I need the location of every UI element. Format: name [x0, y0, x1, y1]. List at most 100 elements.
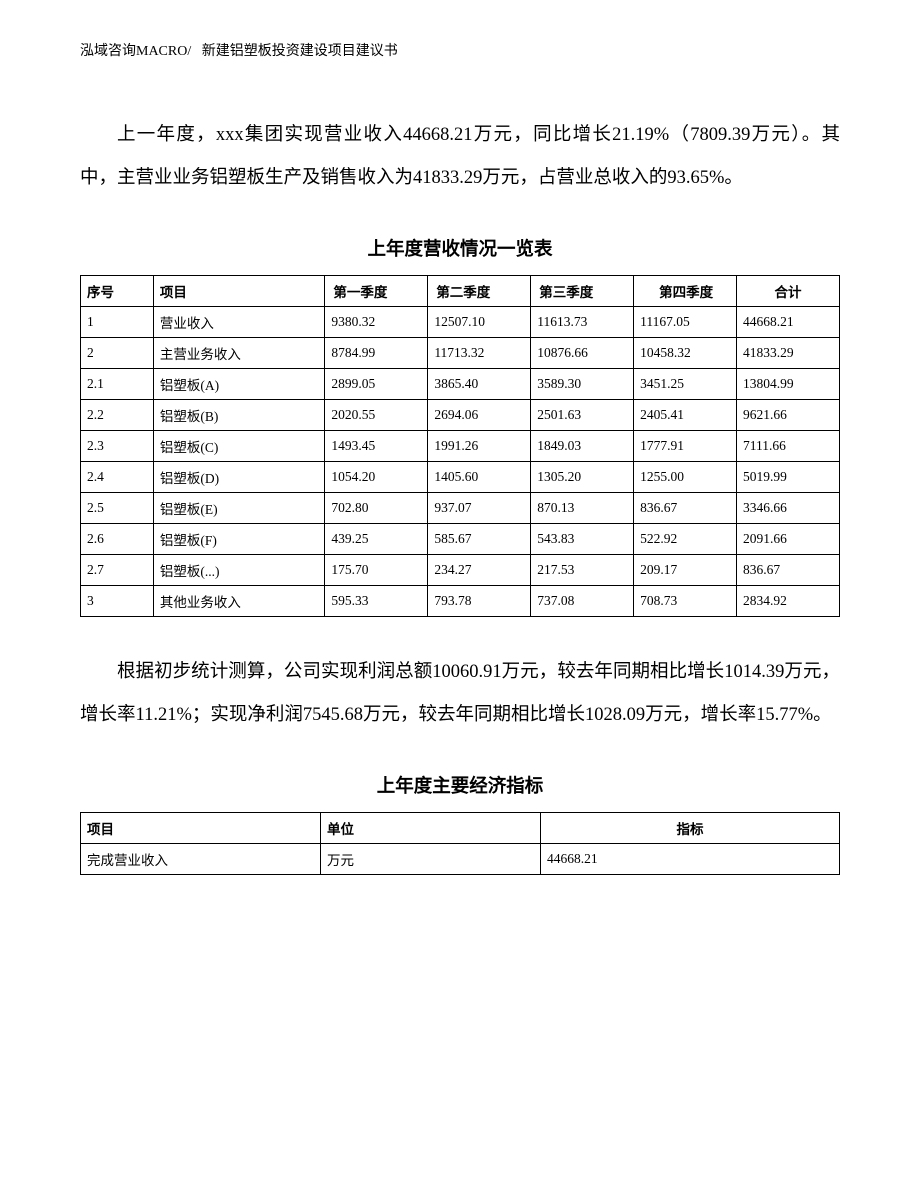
table-cell: 836.67 [737, 555, 840, 586]
header-doc-title: 新建铝塑板投资建设项目建议书 [202, 44, 398, 59]
table-cell: 5019.99 [737, 462, 840, 493]
indicator-table: 项目 单位 指标 完成营业收入万元44668.21 [80, 812, 840, 875]
table-cell: 2.1 [81, 369, 154, 400]
paragraph-1: 上一年度，xxx集团实现营业收入44668.21万元，同比增长21.19%（78… [80, 114, 840, 199]
table-cell: 793.78 [428, 586, 531, 617]
col-unit: 单位 [321, 813, 541, 844]
table-row: 2.6铝塑板(F)439.25585.67543.83522.922091.66 [81, 524, 840, 555]
table-row: 1营业收入9380.3212507.1011613.7311167.054466… [81, 307, 840, 338]
table-cell: 2 [81, 338, 154, 369]
table-cell: 217.53 [531, 555, 634, 586]
col-indicator: 指标 [541, 813, 840, 844]
table-cell: 13804.99 [737, 369, 840, 400]
table-cell: 完成营业收入 [81, 844, 321, 875]
table-cell: 1305.20 [531, 462, 634, 493]
table1-title: 上年度营收情况一览表 [80, 235, 840, 261]
table-cell: 10876.66 [531, 338, 634, 369]
col-q1: 第一季度 [325, 276, 428, 307]
table-cell: 2694.06 [428, 400, 531, 431]
table-cell: 铝塑板(B) [153, 400, 325, 431]
table-cell: 2.3 [81, 431, 154, 462]
table-cell: 1849.03 [531, 431, 634, 462]
table-row: 3其他业务收入595.33793.78737.08708.732834.92 [81, 586, 840, 617]
table-cell: 2405.41 [634, 400, 737, 431]
table-cell: 9621.66 [737, 400, 840, 431]
table-cell: 175.70 [325, 555, 428, 586]
table-cell: 3346.66 [737, 493, 840, 524]
table-header-row: 项目 单位 指标 [81, 813, 840, 844]
table-cell: 铝塑板(...) [153, 555, 325, 586]
table-cell: 11713.32 [428, 338, 531, 369]
col-q4: 第四季度 [634, 276, 737, 307]
table-cell: 3865.40 [428, 369, 531, 400]
table-cell: 1255.00 [634, 462, 737, 493]
table-cell: 2020.55 [325, 400, 428, 431]
table-row: 2.3铝塑板(C)1493.451991.261849.031777.91711… [81, 431, 840, 462]
table-cell: 1493.45 [325, 431, 428, 462]
table-cell: 209.17 [634, 555, 737, 586]
header-company: 泓域咨询MACRO/ [80, 44, 191, 59]
table-cell: 836.67 [634, 493, 737, 524]
table-cell: 2.5 [81, 493, 154, 524]
table-cell: 2.2 [81, 400, 154, 431]
table-cell: 702.80 [325, 493, 428, 524]
table-row: 完成营业收入万元44668.21 [81, 844, 840, 875]
table-cell: 1405.60 [428, 462, 531, 493]
table-cell: 11167.05 [634, 307, 737, 338]
page-header: 泓域咨询MACRO/ 新建铝塑板投资建设项目建议书 [80, 40, 840, 60]
table-cell: 2.6 [81, 524, 154, 555]
table-cell: 8784.99 [325, 338, 428, 369]
table-cell: 708.73 [634, 586, 737, 617]
col-project: 项目 [81, 813, 321, 844]
page: 泓域咨询MACRO/ 新建铝塑板投资建设项目建议书 上一年度，xxx集团实现营业… [0, 0, 920, 1191]
table-cell: 1991.26 [428, 431, 531, 462]
table-row: 2.4铝塑板(D)1054.201405.601305.201255.00501… [81, 462, 840, 493]
table-row: 2.1铝塑板(A)2899.053865.403589.303451.25138… [81, 369, 840, 400]
col-seq: 序号 [81, 276, 154, 307]
table-cell: 12507.10 [428, 307, 531, 338]
table-cell: 3 [81, 586, 154, 617]
table-row: 2.7铝塑板(...)175.70234.27217.53209.17836.6… [81, 555, 840, 586]
table-cell: 439.25 [325, 524, 428, 555]
table-cell: 737.08 [531, 586, 634, 617]
table-cell: 铝塑板(D) [153, 462, 325, 493]
table-cell: 2.4 [81, 462, 154, 493]
col-q2: 第二季度 [428, 276, 531, 307]
table-cell: 其他业务收入 [153, 586, 325, 617]
table-cell: 3451.25 [634, 369, 737, 400]
table-row: 2.2铝塑板(B)2020.552694.062501.632405.41962… [81, 400, 840, 431]
table-cell: 595.33 [325, 586, 428, 617]
indicator-table-body: 完成营业收入万元44668.21 [81, 844, 840, 875]
revenue-table-body: 1营业收入9380.3212507.1011613.7311167.054466… [81, 307, 840, 617]
table-cell: 铝塑板(A) [153, 369, 325, 400]
table-cell: 543.83 [531, 524, 634, 555]
table-cell: 2.7 [81, 555, 154, 586]
table-cell: 铝塑板(E) [153, 493, 325, 524]
col-total: 合计 [737, 276, 840, 307]
table-header-row: 序号 项目 第一季度 第二季度 第三季度 第四季度 合计 [81, 276, 840, 307]
table-cell: 1054.20 [325, 462, 428, 493]
table-cell: 1 [81, 307, 154, 338]
table-cell: 3589.30 [531, 369, 634, 400]
table-cell: 11613.73 [531, 307, 634, 338]
table-cell: 9380.32 [325, 307, 428, 338]
table-cell: 7111.66 [737, 431, 840, 462]
table-cell: 2091.66 [737, 524, 840, 555]
table-cell: 937.07 [428, 493, 531, 524]
table-cell: 234.27 [428, 555, 531, 586]
table2-title: 上年度主要经济指标 [80, 772, 840, 798]
table-cell: 主营业务收入 [153, 338, 325, 369]
table-cell: 营业收入 [153, 307, 325, 338]
table-cell: 万元 [321, 844, 541, 875]
table-cell: 铝塑板(C) [153, 431, 325, 462]
table-cell: 585.67 [428, 524, 531, 555]
table-cell: 44668.21 [541, 844, 840, 875]
table-row: 2.5铝塑板(E)702.80937.07870.13836.673346.66 [81, 493, 840, 524]
table-cell: 2834.92 [737, 586, 840, 617]
table-cell: 10458.32 [634, 338, 737, 369]
revenue-table: 序号 项目 第一季度 第二季度 第三季度 第四季度 合计 1营业收入9380.3… [80, 275, 840, 617]
table-cell: 1777.91 [634, 431, 737, 462]
table-cell: 41833.29 [737, 338, 840, 369]
table-cell: 522.92 [634, 524, 737, 555]
paragraph-2: 根据初步统计测算，公司实现利润总额10060.91万元，较去年同期相比增长101… [80, 651, 840, 736]
